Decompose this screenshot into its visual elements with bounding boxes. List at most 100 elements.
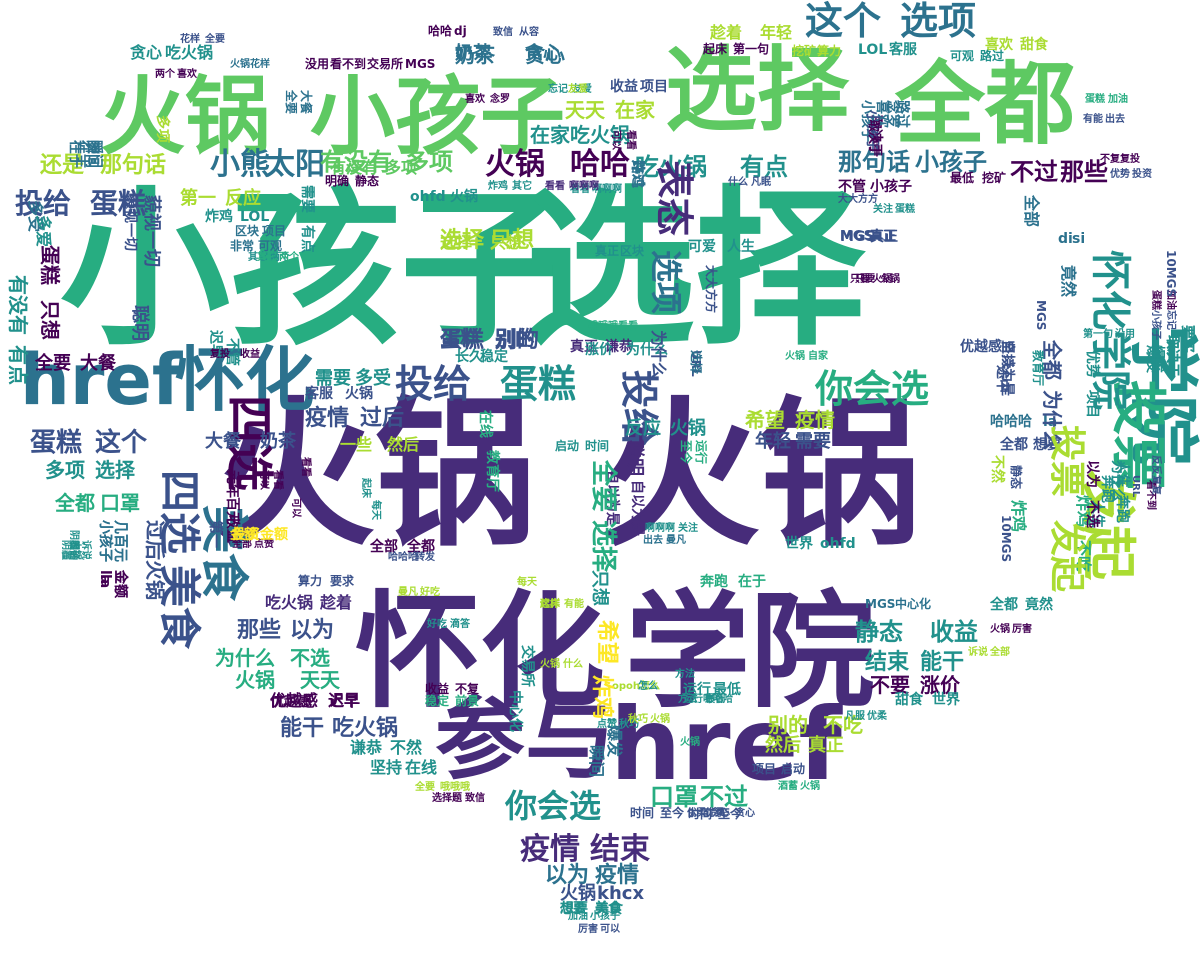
cloud-word: 在家 [615,98,655,122]
cloud-word: 凡服 [845,711,865,722]
cloud-word: 加油 [568,911,588,922]
cloud-word: 全部 [990,647,1010,658]
cloud-word: 甜食 [1020,37,1048,53]
cloud-word: 奔跑 [700,574,728,590]
cloud-word: 这样 [540,599,560,610]
cloud-word: 起床 [703,42,728,56]
cloud-word: 全都 [1040,340,1064,380]
cloud-word: 疫情 [595,863,640,888]
cloud-word: 稳定 [480,349,508,365]
cloud-word: 启动 [555,439,580,453]
cloud-word: 秋巧 [619,719,639,730]
cloud-word: 点赞 [597,719,617,730]
cloud-word: 稳定 [425,694,450,708]
cloud-word: 只想 [38,300,62,340]
cloud-word: 区块 [620,244,645,258]
cloud-word: 算力 [817,44,842,58]
cloud-word: 关注 [873,204,893,215]
cloud-word: 太阳 [265,147,325,182]
cloud-word: 投资 [1132,169,1152,180]
cloud-word: 那句话 [100,153,167,178]
cloud-word: 全部 [1022,195,1041,228]
cloud-word: 全都 [55,491,95,515]
cloud-word: 好吃 [427,619,447,630]
cloud-word: 全都 [895,52,1075,157]
cloud-word: 参与 [435,687,615,792]
cloud-word: 优柔 [687,808,707,819]
cloud-word: 项目 [752,762,777,776]
cloud-word: 起床 [540,599,560,610]
cloud-word: 出去 [643,535,663,546]
cloud-word: 为什么 [215,646,275,670]
cloud-word: 然后 [387,435,420,454]
cloud-word: MGS [405,57,436,71]
cloud-word: 炸鸡 [1009,500,1028,533]
cloud-word: 能干 [920,650,965,675]
cloud-word: 不过 [1010,158,1058,186]
cloud-word: 不复 [1100,154,1120,165]
cloud-word: 一些 [340,435,373,454]
cloud-word: 贪心 [735,808,755,819]
cloud-word: 坚持 [999,340,1015,368]
cloud-word: 优柔 [867,711,887,722]
cloud-word: 教育厅 [1031,350,1045,387]
cloud-word: 那些 [237,618,282,643]
cloud-word: 啊啊啊 [569,181,599,192]
cloud-word: 哈哈哈 [990,414,1032,430]
cloud-word: 10MGS [1164,250,1178,298]
cloud-word: 怀化 [355,580,605,725]
cloud-word: 点赞 [254,539,274,550]
cloud-word: 趁着 [320,593,353,612]
cloud-word: 起床 [360,478,371,498]
cloud-word: 学院 [1087,330,1133,410]
cloud-word: 喜欢 [177,69,197,80]
cloud-word: 自以为是 [629,480,645,536]
cloud-word: 选择 [95,458,135,482]
cloud-word: 长久 [455,349,483,365]
cloud-word: 蛋糕 [500,362,577,406]
cloud-word: 火锅 [485,147,545,182]
cloud-word: 金额 [230,527,258,543]
cloud-word: 吃火锅 [165,43,214,62]
cloud-word: 念罗 [490,94,510,105]
cloud-word: 不然 [989,455,1005,483]
cloud-word: 挖矿 [792,44,817,58]
cloud-word: 两个 [270,252,290,263]
cloud-word: si [1072,231,1086,247]
cloud-word: 爆发 [605,725,624,758]
cloud-word: URL [1130,475,1141,498]
cloud-word: 每天 [517,577,537,588]
cloud-word: 全都 [407,539,435,555]
cloud-word: 哈哈 [570,147,630,182]
cloud-word: 结束 [865,650,910,675]
cloud-word: 最低 [705,694,725,705]
cloud-word: 美食 [595,901,623,917]
cloud-word: 区块 [235,224,260,238]
cloud-word: 怎么 [640,681,660,692]
cloud-word: 以为 [290,618,335,643]
cloud-word: 疫情 [795,408,835,432]
cloud-word: 甜食 [895,692,923,708]
cloud-word: 选项 [900,0,977,43]
cloud-word: 时间 [585,439,610,453]
cloud-word: 运行 [683,694,703,705]
cloud-word: 怀化 [1087,250,1133,330]
cloud-word: 小孩子 [310,68,566,167]
cloud-word: 那句话 [838,148,910,176]
cloud-word: 竟然 [1025,597,1053,613]
cloud-word: 项目 [640,79,668,95]
cloud-word: 几百元 [112,520,128,562]
cloud-word: 火锅 [230,59,250,70]
cloud-word: la [97,574,113,589]
cloud-word: 想要 [560,901,587,916]
cloud-word: 有没有 [6,275,30,335]
cloud-word: 蛋糕 [1150,290,1161,310]
cloud-word: 不管 [838,179,866,195]
cloud-word: 吃火锅 [332,716,399,741]
cloud-word: 致信 [493,27,513,38]
cloud-word: 什么 [728,177,748,188]
cloud-word: 能干 [280,716,325,741]
cloud-word: 收益 [610,79,638,95]
cloud-word: 贪心 [130,43,163,62]
cloud-word: 口罩 [650,783,698,811]
